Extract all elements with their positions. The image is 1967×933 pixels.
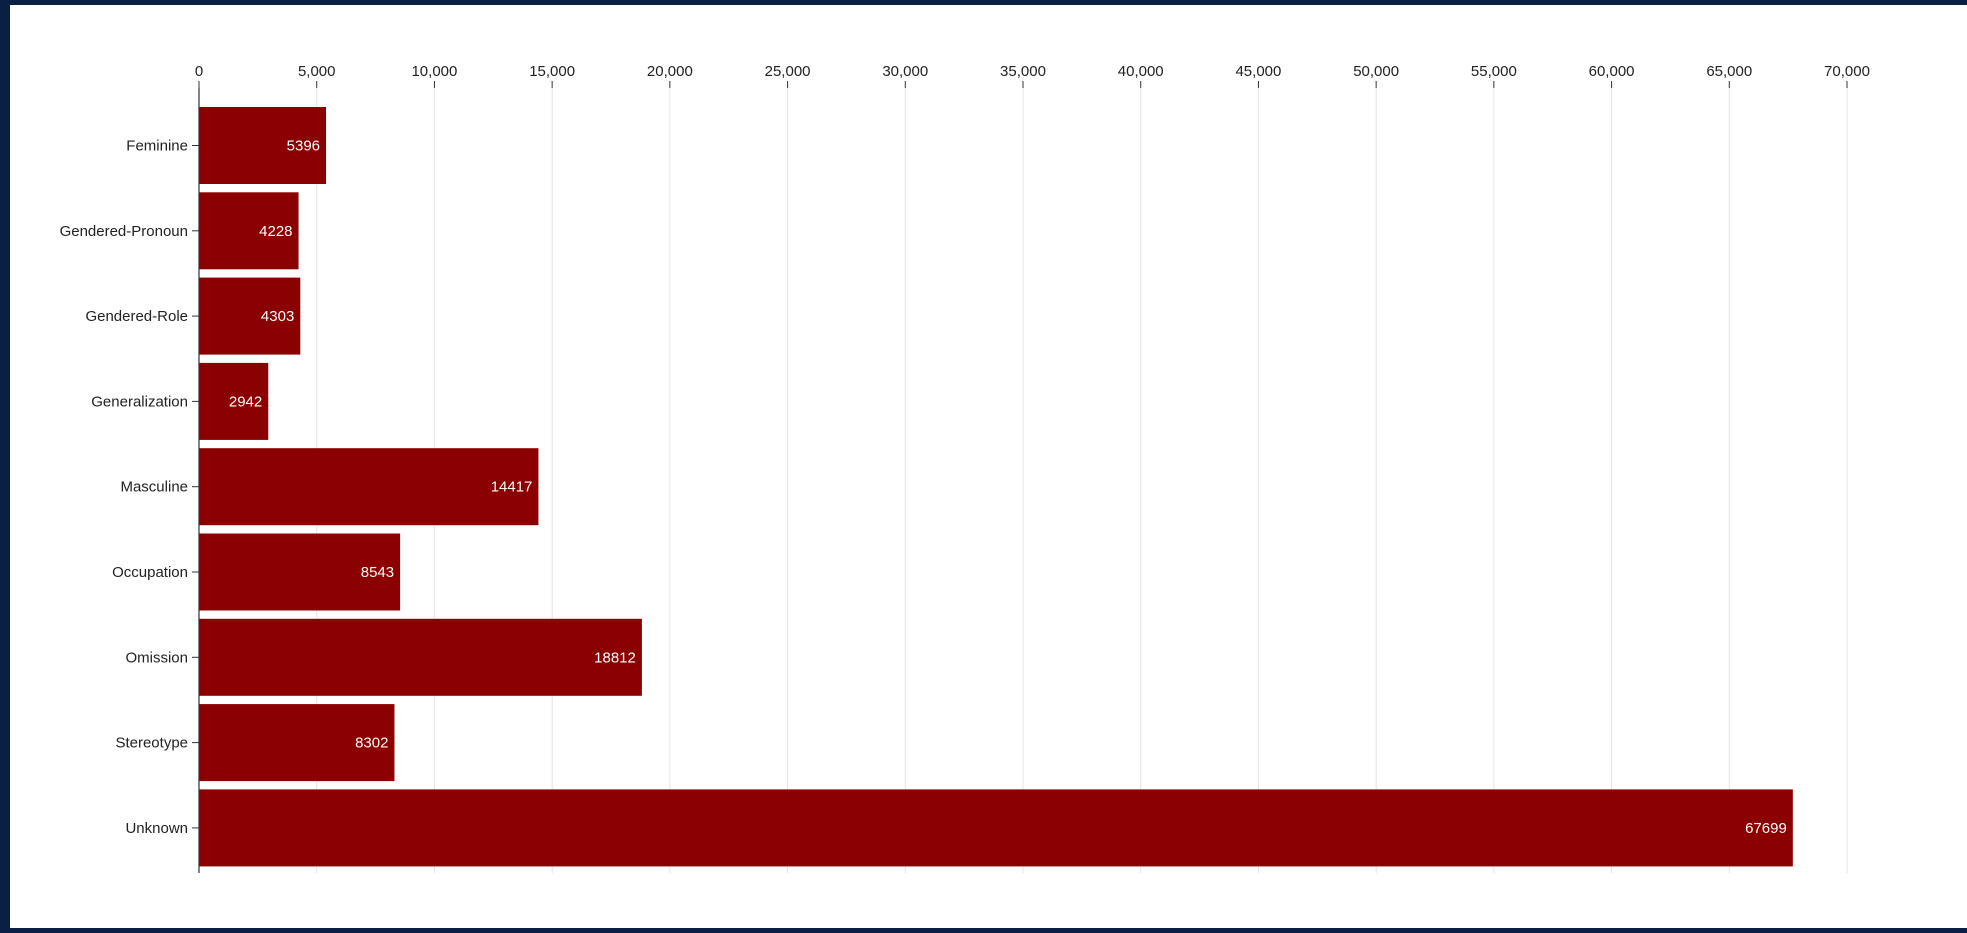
bar-chart: 0 5,000 10,000 15,000 20,000 25,000 30,000 35,0…: [60, 63, 1870, 873]
bar-data-label: 2942: [229, 393, 262, 410]
bar: [199, 448, 539, 526]
category-label: Gendered-Role: [85, 308, 188, 325]
x-tick-label: 35,000: [1000, 63, 1046, 80]
bar-data-label: 5396: [287, 138, 320, 155]
chart-panel: 0 5,000 10,000 15,000 20,000 25,000 30,000 35,0…: [10, 5, 1967, 928]
x-tick-label: 25,000: [765, 63, 811, 80]
bar-data-label: 8543: [361, 564, 394, 581]
bar: [199, 618, 642, 696]
x-tick-label: 50,000: [1353, 63, 1399, 80]
category-label: Stereotype: [115, 735, 188, 752]
x-tick-label: 0: [195, 63, 203, 80]
bar-data-label: 8302: [355, 735, 388, 752]
category-label: Feminine: [126, 138, 188, 155]
category-label: Omission: [125, 649, 188, 666]
bar: [199, 533, 401, 611]
x-tick-label: 45,000: [1235, 63, 1281, 80]
bar: [199, 192, 299, 270]
x-tick-label: 40,000: [1118, 63, 1164, 80]
bars: 5396 4228 4303 2942 14417 8543 18812 8302 67699: [199, 107, 1793, 867]
x-tick-label: 10,000: [411, 63, 457, 80]
bar: [199, 789, 1793, 867]
x-tick-label: 55,000: [1471, 63, 1517, 80]
bar: [199, 277, 301, 355]
x-tick-label: 20,000: [647, 63, 693, 80]
category-label: Occupation: [112, 564, 188, 581]
bar-data-label: 4303: [261, 308, 294, 325]
bar: [199, 704, 395, 782]
category-label: Unknown: [125, 820, 188, 837]
y-axis: Feminine Gendered-Pronoun Gendered-Role Gen…: [60, 88, 200, 873]
x-tick-label: 60,000: [1589, 63, 1635, 80]
bar-data-label: 67699: [1745, 820, 1787, 837]
x-tick-label: 15,000: [529, 63, 575, 80]
x-axis: 0 5,000 10,000 15,000 20,000 25,000 30,000 35,0…: [195, 63, 1870, 88]
x-tick-label: 65,000: [1706, 63, 1752, 80]
category-label: Masculine: [120, 479, 188, 496]
category-label: Generalization: [91, 393, 188, 410]
category-label: Gendered-Pronoun: [60, 223, 188, 240]
bar-data-label: 4228: [259, 223, 292, 240]
x-tick-label: 70,000: [1824, 63, 1870, 80]
bar: [199, 362, 269, 440]
bar: [199, 107, 327, 184]
bar-data-label: 14417: [491, 479, 533, 496]
x-tick-label: 5,000: [298, 63, 336, 80]
bar-data-label: 18812: [594, 649, 636, 666]
gridlines: [316, 88, 1848, 873]
x-tick-label: 30,000: [882, 63, 928, 80]
